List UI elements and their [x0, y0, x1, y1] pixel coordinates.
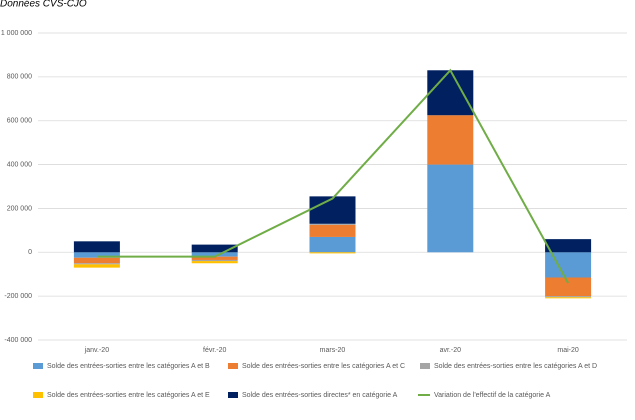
line-series — [96, 68, 569, 284]
legend-swatch — [33, 363, 43, 369]
x-tick-label: mars-20 — [320, 347, 346, 354]
bar-segment — [427, 70, 474, 116]
x-tick-label: mai-20 — [557, 347, 579, 354]
legend-label: Variation de l'effectif de la catégorie … — [434, 392, 551, 399]
legend-label: Solde des entrées-sorties entre les caté… — [47, 392, 210, 399]
bar-segment — [545, 239, 592, 253]
chart-title: Données CVS-CJO — [0, 0, 87, 10]
bar-segment — [309, 196, 356, 224]
x-tick-label: janv.-20 — [84, 347, 109, 354]
bar-segment — [73, 263, 120, 265]
legend-label: Solde des entrées-sorties entre les caté… — [47, 363, 210, 370]
legend-label: Solde des entrées-sorties entre les caté… — [434, 363, 597, 370]
bar-segment — [191, 261, 238, 264]
bar-segment — [545, 296, 592, 298]
bar-segment — [73, 252, 120, 258]
bar-segment — [191, 244, 238, 253]
bar-segment — [427, 115, 474, 165]
y-tick-label: 600 000 — [7, 118, 32, 125]
y-tick-label: 400 000 — [7, 161, 32, 168]
bar-segment — [191, 256, 238, 260]
legend-swatch — [228, 363, 238, 369]
bar-segment — [309, 236, 356, 253]
x-tick-label: avr.-20 — [440, 347, 462, 354]
legend-swatch — [33, 392, 43, 398]
bar-segment — [427, 164, 474, 253]
bar-segment — [545, 252, 592, 278]
bar-segment — [309, 223, 356, 225]
legend-label: Solde des entrées-sorties entre les caté… — [242, 363, 405, 370]
bar-segment — [545, 297, 592, 299]
bar-segment — [309, 224, 356, 237]
y-tick-label: 200 000 — [7, 205, 32, 212]
bar-segment — [191, 252, 238, 257]
x-tick-label: févr.-20 — [203, 347, 226, 354]
legend-swatch — [228, 392, 238, 398]
bar-segment — [73, 257, 120, 264]
bar-segment — [73, 264, 120, 268]
bar-segment — [309, 252, 356, 254]
bar-segment — [73, 241, 120, 253]
bar-segment — [545, 277, 592, 297]
y-tick-label: -400 000 — [4, 337, 32, 344]
y-tick-label: 0 — [28, 249, 32, 256]
y-tick-label: 800 000 — [7, 74, 32, 81]
bar-segment — [191, 259, 238, 262]
y-tick-label: -200 000 — [4, 293, 32, 300]
legend-swatch — [420, 363, 430, 369]
legend-label: Solde des entrées-sorties directes* en c… — [242, 392, 398, 399]
y-tick-label: 1 000 000 — [1, 30, 32, 37]
